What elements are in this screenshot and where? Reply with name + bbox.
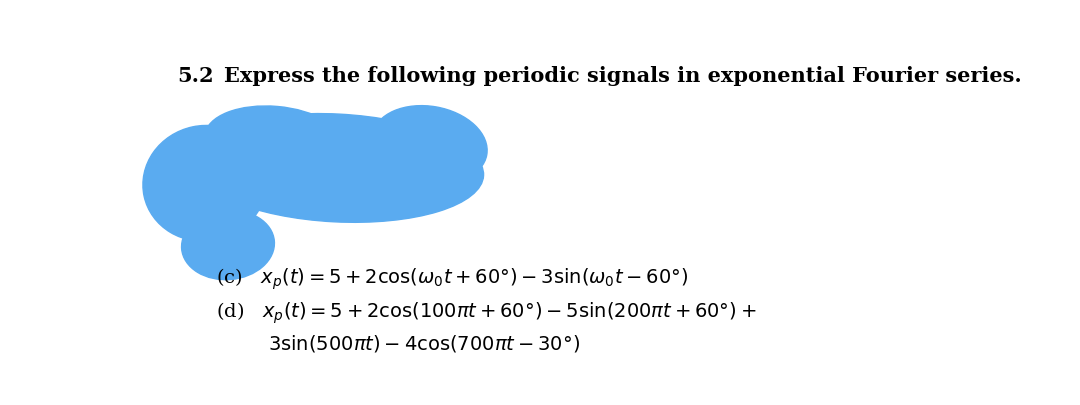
Ellipse shape	[372, 106, 487, 184]
Text: $3\mathrm{sin}(500\pi t) - 4\mathrm{cos}(700\pi t - 30°)$: $3\mathrm{sin}(500\pi t) - 4\mathrm{cos}…	[268, 333, 580, 354]
Ellipse shape	[181, 210, 274, 280]
Ellipse shape	[205, 106, 345, 176]
Ellipse shape	[189, 113, 484, 222]
Text: (d)   $x_p(t) = 5 + 2\mathrm{cos}(100\pi t + 60°) - 5\mathrm{sin}(200\pi t + 60°: (d) $x_p(t) = 5 + 2\mathrm{cos}(100\pi t…	[216, 301, 757, 326]
Text: (c)   $x_p(t) = 5 + 2\mathrm{cos}(\omega_0 t + 60°) - 3\mathrm{sin}(\omega_0 t -: (c) $x_p(t) = 5 + 2\mathrm{cos}(\omega_0…	[216, 266, 689, 292]
Text: 5.2: 5.2	[177, 66, 214, 86]
Ellipse shape	[143, 126, 267, 241]
Text: Express the following periodic signals in exponential Fourier series.: Express the following periodic signals i…	[225, 66, 1022, 86]
